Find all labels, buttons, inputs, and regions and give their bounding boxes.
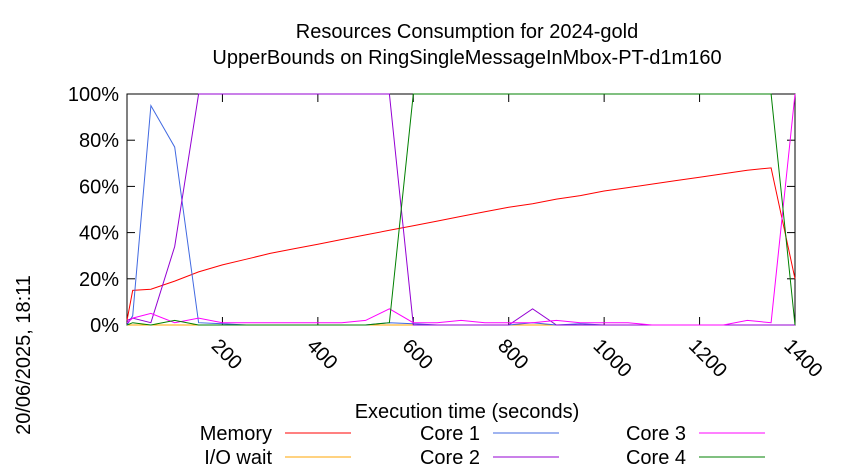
- series-line-core-2: [126, 93, 795, 326]
- x-tick-label: 600: [398, 335, 437, 374]
- series-line-core-3: [126, 93, 796, 326]
- timestamp-label: 20/06/2025, 18:11: [13, 275, 35, 435]
- legend-label-core-4: Core 4: [626, 447, 686, 469]
- y-tick-label: 100%: [68, 84, 119, 106]
- x-tick-label: 800: [493, 335, 532, 374]
- series-line-memory: [126, 167, 796, 321]
- legend-label-core-2: Core 2: [420, 447, 480, 469]
- x-tick-label: 1200: [684, 335, 731, 382]
- series-lines: [126, 93, 796, 326]
- legend-label-memory: Memory: [200, 423, 272, 445]
- series-line-core-4: [126, 93, 796, 326]
- x-tick-label: 400: [302, 335, 341, 374]
- x-axis-label: Execution time (seconds): [355, 401, 580, 423]
- chart-title-line2: UpperBounds on RingSingleMessageInMbox-P…: [212, 47, 721, 69]
- x-tick-label: 200: [207, 335, 246, 374]
- legend-label-i-o-wait: I/O wait: [204, 447, 272, 469]
- legend-label-core-3: Core 3: [626, 423, 686, 445]
- y-tick-label: 20%: [79, 269, 119, 291]
- series-line-core-1: [126, 103, 795, 326]
- axis-ticks: 0% 20% 40% 60% 80% 100% 200 400 600 800 1000 1200 14…: [68, 84, 827, 382]
- chart-title-line1: Resources Consumption for 2024-gold: [296, 21, 638, 43]
- plot-frame: [126, 93, 796, 326]
- y-tick-label: 60%: [79, 176, 119, 198]
- y-tick-label: 0%: [90, 315, 119, 337]
- y-tick-label: 40%: [79, 223, 119, 245]
- legend-label-core-1: Core 1: [420, 423, 480, 445]
- x-tick-label: 1000: [589, 335, 636, 382]
- y-tick-label: 80%: [79, 130, 119, 152]
- x-tick-label: 1400: [779, 335, 826, 382]
